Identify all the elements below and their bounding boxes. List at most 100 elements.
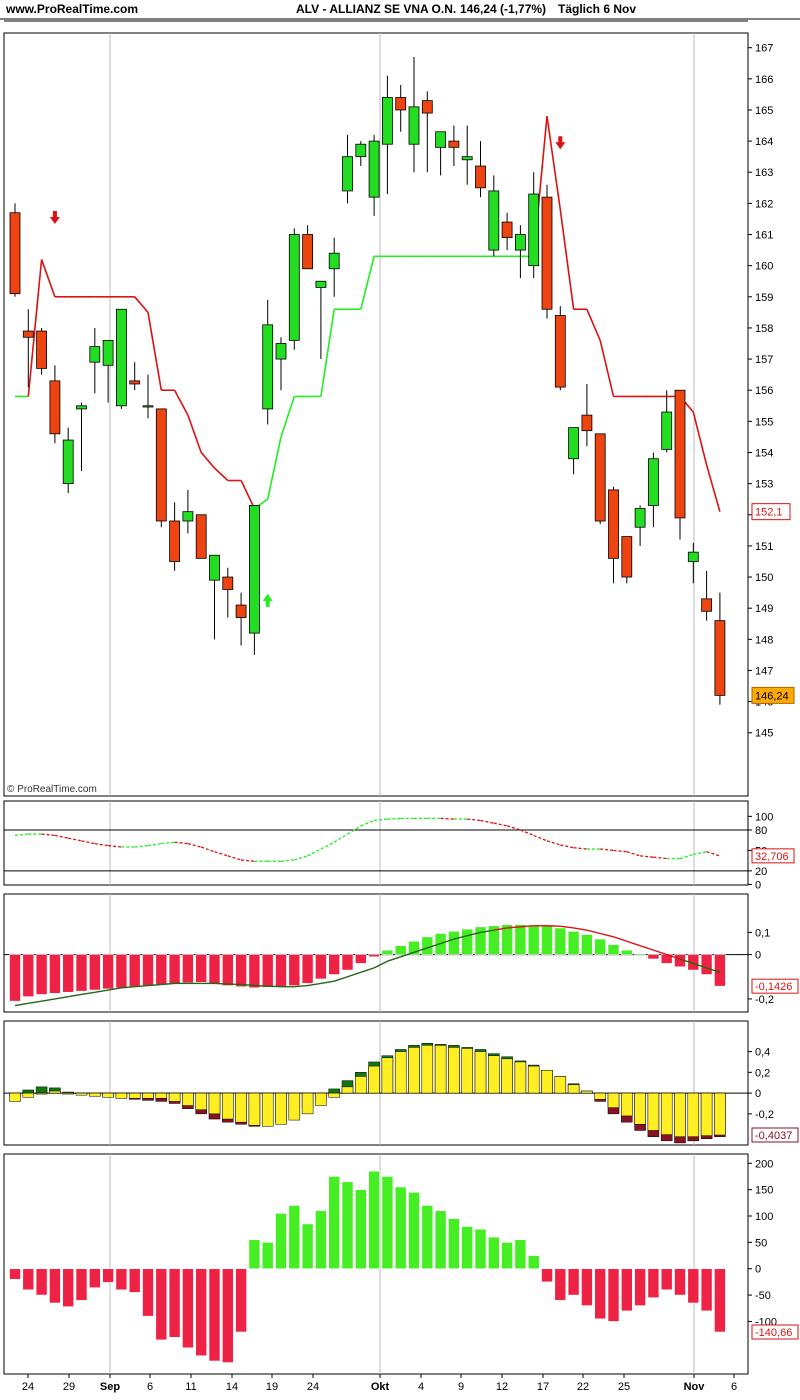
oscillator-line-segment [187, 842, 202, 848]
sell-arrow-icon [555, 136, 566, 150]
oscillator-line-segment [626, 851, 641, 857]
momentum-bar-negative [634, 1268, 646, 1306]
histogram2-bar [621, 1092, 633, 1117]
macd-bar-positive [567, 930, 580, 955]
oscillator-line-segment [200, 846, 215, 853]
macd-bar-negative [75, 954, 88, 992]
histogram2-bar [541, 1070, 553, 1094]
trailing-stop-segment [213, 467, 229, 482]
price-y-tick-label: 145 [755, 728, 773, 740]
histogram2-bar [381, 1057, 394, 1094]
trailing-stop-segment [546, 116, 562, 210]
candle-up [634, 508, 646, 528]
macd-signal-segment [507, 926, 521, 929]
macd-bar-positive [381, 949, 394, 955]
momentum-bar-negative [687, 1268, 700, 1304]
histogram2-y-tick-label: 0,4 [755, 1047, 770, 1059]
macd-bar-negative [142, 954, 154, 986]
oscillator-value-label: 32,706 [755, 851, 789, 863]
momentum-bar-positive [487, 1236, 500, 1270]
momentum-bar-negative [195, 1268, 207, 1357]
oscillator-line-segment [54, 834, 69, 839]
histogram2-bar [235, 1092, 247, 1123]
momentum-bar-positive [501, 1242, 513, 1270]
momentum-bar-negative [714, 1268, 726, 1333]
macd-signal-segment [600, 932, 614, 938]
histogram2-bar [461, 1048, 473, 1094]
price-y-tick-label: 148 [755, 634, 773, 646]
oscillator-line-segment [360, 819, 375, 827]
histogram2-bar [328, 1092, 340, 1098]
site-url[interactable]: www.ProRealTime.com [6, 2, 139, 16]
momentum-bar-positive [421, 1205, 434, 1270]
candle-up [248, 505, 260, 634]
macd-bar-negative [301, 954, 314, 984]
momentum-bar-negative [102, 1268, 114, 1283]
momentum-bar-negative [620, 1268, 633, 1312]
trailing-stop-segment [705, 464, 721, 512]
macd-signal-segment [413, 947, 428, 954]
candle-down [169, 520, 181, 562]
oscillator-line-segment [679, 853, 694, 860]
x-axis-tick-label: 4 [418, 1381, 424, 1393]
candle-up [182, 511, 194, 522]
macd-bar-negative [9, 954, 21, 1002]
macd-bar-negative [89, 954, 101, 991]
histogram2-bar [168, 1092, 181, 1102]
momentum-bar-negative [49, 1268, 61, 1304]
candle-up [76, 405, 87, 410]
histogram2-bar [581, 1090, 593, 1094]
x-axis-tick-label: 29 [63, 1381, 75, 1393]
momentum-bar-negative [22, 1268, 35, 1291]
histogram2-bar [182, 1092, 194, 1106]
oscillator-line-segment [241, 859, 255, 862]
macd-signal-segment [121, 986, 135, 989]
momentum-bar-positive [288, 1205, 301, 1270]
macd-bar-negative [647, 954, 660, 960]
momentum-bar-positive [328, 1176, 341, 1270]
price-y-tick-label: 154 [755, 447, 773, 459]
candle-up [62, 439, 74, 485]
macd-bar-negative [62, 954, 75, 993]
histogram2-bar [89, 1092, 101, 1097]
momentum-bar-negative [128, 1268, 141, 1293]
momentum-value-label: -140,66 [755, 1327, 792, 1339]
price-y-tick-label: 157 [755, 354, 773, 366]
oscillator-line-segment [347, 825, 362, 835]
histogram2-y-tick-label: 0 [755, 1088, 761, 1100]
momentum-bar-negative [115, 1268, 128, 1291]
candle-up [368, 140, 380, 198]
momentum-bar-positive [315, 1210, 327, 1270]
histogram2-bar [128, 1092, 141, 1099]
x-axis-tick-label: 24 [307, 1381, 319, 1393]
oscillator-value-badge [751, 848, 795, 864]
trailing-stop-segment [187, 414, 202, 453]
trailing-stop-segment [134, 296, 149, 313]
oscillator-line-segment [374, 818, 388, 822]
histogram2-bar [62, 1092, 74, 1095]
candle-down [22, 330, 34, 338]
oscillator-line-segment [280, 859, 295, 862]
macd-bar-positive [421, 936, 434, 955]
histogram2-bar [660, 1092, 673, 1135]
momentum-bar-negative [142, 1268, 154, 1317]
candle-down [714, 620, 726, 696]
macd-y-tick-label: 0,1 [755, 927, 770, 939]
x-axis-tick-label: 19 [266, 1381, 278, 1393]
momentum-y-tick-label: 50 [755, 1237, 767, 1249]
candle-down [9, 212, 21, 295]
histogram2-bar [448, 1047, 460, 1094]
momentum-bar-positive [434, 1210, 447, 1270]
histogram2-bar [501, 1058, 513, 1094]
macd-bar-positive [394, 945, 407, 955]
macd-bar-negative [49, 954, 61, 994]
histogram2-bar [488, 1055, 500, 1094]
macd-bar-negative [328, 954, 341, 975]
histogram2-bar [35, 1092, 48, 1095]
x-axis-tick-label: 25 [618, 1381, 630, 1393]
histogram2-bar [674, 1092, 686, 1137]
macd-bar-positive [554, 927, 567, 955]
candle-down [554, 315, 566, 388]
macd-bar-positive [607, 944, 620, 955]
